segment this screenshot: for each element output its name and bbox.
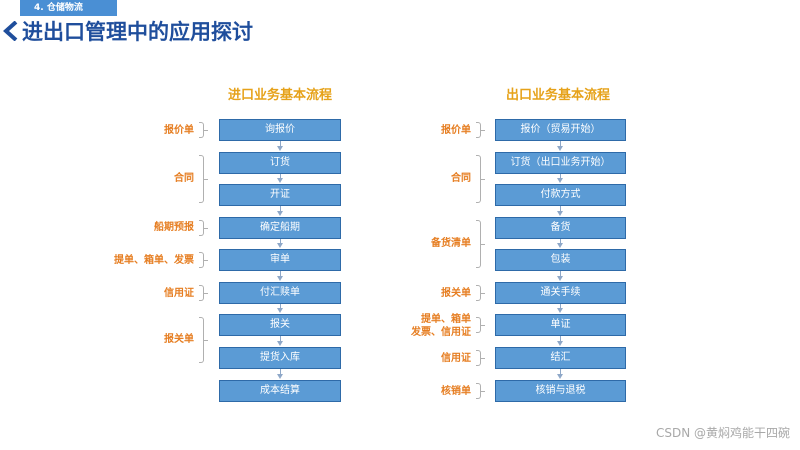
export-arrow xyxy=(557,369,563,379)
export-brace xyxy=(476,285,481,301)
import-step-cost-settlement: 成本结算 xyxy=(219,380,341,402)
export-arrow xyxy=(557,141,563,151)
import-brace xyxy=(199,155,204,203)
section-tag: 4. 仓储物流 xyxy=(20,0,117,16)
import-brace-tip xyxy=(204,130,208,131)
import-brace-tip xyxy=(204,340,208,341)
import-step-shipping-date: 确定船期 xyxy=(219,217,341,239)
import-step-inquiry: 询报价 xyxy=(219,119,341,141)
export-step-payment-method: 付款方式 xyxy=(495,184,626,206)
import-brace xyxy=(199,220,204,236)
import-arrow xyxy=(277,271,283,281)
import-step-warehousing: 提货入库 xyxy=(219,347,341,369)
export-brace xyxy=(476,155,481,203)
export-brace xyxy=(476,383,481,399)
import-doc-contract: 合同 xyxy=(174,173,194,184)
import-doc-customs-declaration: 报关单 xyxy=(164,334,194,345)
export-step-quotation: 报价（贸易开始） xyxy=(495,119,626,141)
import-brace-tip xyxy=(204,293,208,294)
export-flow-title: 出口业务基本流程 xyxy=(506,88,611,103)
import-arrow xyxy=(277,206,283,216)
export-step-order: 订货（出口业务开始） xyxy=(495,152,626,174)
export-brace xyxy=(476,350,481,366)
import-arrow xyxy=(277,239,283,248)
export-step-documents: 单证 xyxy=(495,314,626,336)
import-arrow xyxy=(277,174,283,183)
import-step-order: 订货 xyxy=(219,152,341,174)
import-doc-bl-packing-invoice: 提单、箱单、发票 xyxy=(114,255,194,266)
export-arrow xyxy=(557,271,563,281)
import-brace xyxy=(199,122,204,138)
export-arrow xyxy=(557,206,563,216)
page-title: 进出口管理中的应用探讨 xyxy=(22,20,253,44)
import-brace xyxy=(199,317,204,363)
export-step-clearance: 通关手续 xyxy=(495,282,626,304)
import-arrow xyxy=(277,304,283,313)
export-doc-lc: 信用证 xyxy=(441,353,471,364)
import-brace xyxy=(199,285,204,301)
import-step-review-docs: 审单 xyxy=(219,249,341,271)
export-doc-verification: 核销单 xyxy=(441,386,471,397)
export-brace-tip xyxy=(481,244,485,245)
chevron-left-icon xyxy=(3,21,18,41)
import-arrow xyxy=(277,141,283,151)
import-doc-shipping-forecast: 船期预报 xyxy=(154,222,194,233)
export-doc-customs-declaration: 报关单 xyxy=(441,288,471,299)
import-step-customs: 报关 xyxy=(219,314,341,336)
export-doc-stock-list: 备货清单 xyxy=(431,238,471,249)
export-doc-invoice-lc: 发票、信用证 xyxy=(411,327,471,338)
import-brace-tip xyxy=(204,228,208,229)
export-doc-quotation: 报价单 xyxy=(441,125,471,136)
export-step-stocking: 备货 xyxy=(495,217,626,239)
export-arrow xyxy=(557,239,563,248)
export-brace-tip xyxy=(481,358,485,359)
export-doc-contract: 合同 xyxy=(451,173,471,184)
export-brace-tip xyxy=(481,325,485,326)
watermark: CSDN @黄焖鸡能干四碗 xyxy=(655,426,790,440)
export-brace-tip xyxy=(481,391,485,392)
import-arrow xyxy=(277,336,283,346)
export-brace-tip xyxy=(481,293,485,294)
import-step-payment-redemption: 付汇赎单 xyxy=(219,282,341,304)
export-brace-tip xyxy=(481,130,485,131)
export-brace xyxy=(476,317,481,333)
import-brace-tip xyxy=(204,260,208,261)
export-arrow xyxy=(557,304,563,313)
import-brace-tip xyxy=(204,179,208,180)
export-step-verification-refund: 核销与退税 xyxy=(495,380,626,402)
export-brace xyxy=(476,220,481,268)
import-brace xyxy=(199,252,204,268)
export-arrow xyxy=(557,174,563,183)
import-doc-lc: 信用证 xyxy=(164,288,194,299)
export-step-settlement: 结汇 xyxy=(495,347,626,369)
import-flow-title: 进口业务基本流程 xyxy=(228,88,333,103)
import-arrow xyxy=(277,369,283,379)
import-step-open-lc: 开证 xyxy=(219,184,341,206)
export-brace-tip xyxy=(481,179,485,180)
import-doc-quotation: 报价单 xyxy=(164,125,194,136)
export-arrow xyxy=(557,336,563,346)
export-step-packaging: 包装 xyxy=(495,249,626,271)
export-brace xyxy=(476,122,481,138)
export-doc-bl-packing: 提单、箱单 xyxy=(421,314,471,325)
